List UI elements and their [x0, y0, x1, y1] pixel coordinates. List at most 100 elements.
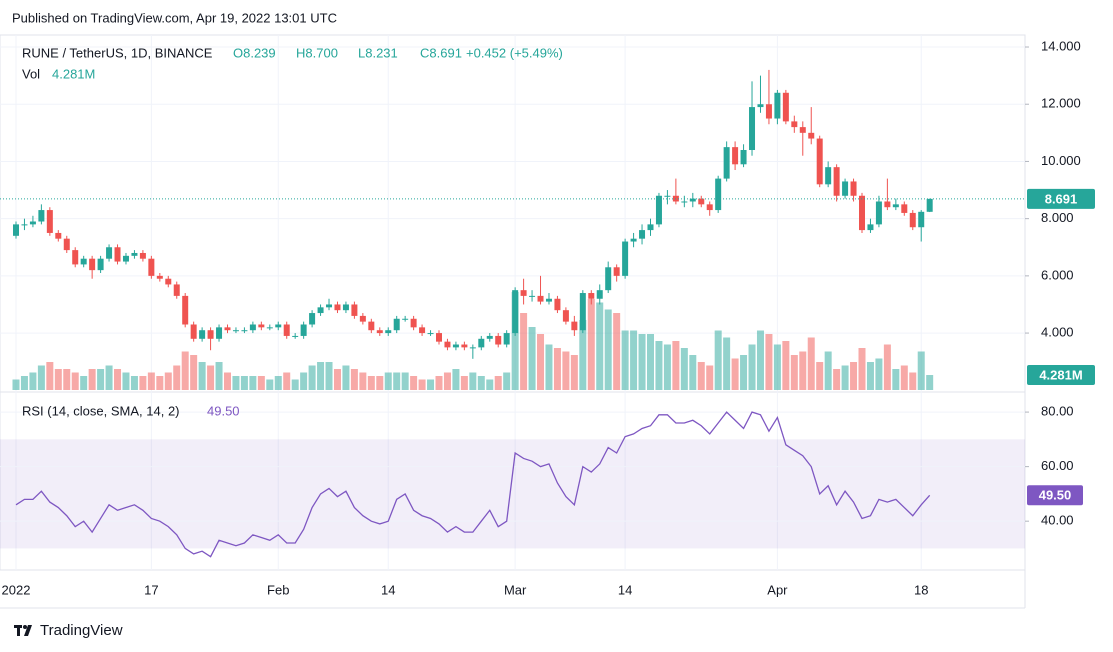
volume-bar	[883, 344, 891, 390]
candle-body	[46, 210, 53, 233]
volume-bar	[12, 379, 20, 390]
candle-body	[825, 167, 832, 185]
rsi-value: 49.50	[207, 403, 240, 418]
candle-body	[89, 258, 96, 271]
y-tick-label: 6.000	[1041, 267, 1074, 282]
candle-body	[190, 324, 197, 339]
x-tick-label: 17	[144, 582, 158, 597]
y-tick-label: 10.000	[1041, 153, 1081, 168]
candle-body	[884, 201, 891, 208]
candle-body	[596, 290, 603, 299]
volume-bar	[240, 376, 248, 390]
brand: TradingView	[40, 622, 123, 639]
candle-body	[80, 258, 87, 265]
volume-bar	[71, 372, 79, 390]
logo-part	[23, 625, 27, 629]
candle-body	[292, 335, 299, 337]
volume-bar	[410, 376, 418, 390]
volume-bar	[37, 365, 45, 390]
volume-bar	[350, 369, 358, 390]
candle-body	[833, 167, 840, 196]
volume-bar	[198, 362, 206, 390]
candle-body	[782, 92, 789, 122]
candle-body	[664, 195, 671, 197]
volume-bar	[689, 355, 697, 390]
candle-body	[478, 338, 485, 348]
candle-body	[232, 330, 239, 332]
volume-bar	[562, 351, 570, 390]
ohlc-value: O8.239	[233, 45, 276, 60]
y-tick-label: 14.000	[1041, 38, 1081, 53]
volume-bar	[173, 365, 181, 390]
candle-body	[655, 195, 662, 225]
x-tick-label: Feb	[267, 582, 289, 597]
candle-body	[224, 327, 231, 331]
candle-body	[359, 315, 366, 322]
volume-bar	[249, 376, 257, 390]
candle-body	[630, 238, 637, 242]
candle-body	[715, 178, 722, 211]
volume-bar	[790, 355, 798, 390]
volume-bar	[841, 365, 849, 390]
candle-body	[309, 313, 316, 325]
volume-bar	[723, 337, 731, 390]
volume-bar	[799, 351, 807, 390]
candle-body	[173, 284, 180, 296]
volume-bar	[909, 372, 917, 390]
volume-bar	[494, 376, 502, 390]
candle-body	[182, 295, 189, 325]
candle-body	[613, 267, 620, 276]
candle-body	[537, 295, 544, 302]
volume-bar	[215, 362, 223, 390]
candle-body	[393, 318, 400, 331]
candle-body	[97, 258, 104, 271]
y-tick-label: 40.00	[1041, 513, 1074, 528]
candle-body	[275, 324, 282, 328]
volume-bar	[621, 330, 629, 390]
volume-bar	[756, 330, 764, 390]
candle-body	[918, 211, 925, 228]
candle-body	[266, 327, 273, 329]
candle-body	[106, 247, 113, 259]
volume-bar	[147, 372, 155, 390]
volume-bar	[308, 365, 316, 390]
candle-body	[554, 298, 561, 311]
candle-body	[740, 149, 747, 165]
candle-body	[427, 333, 434, 335]
volume-tag	[1027, 365, 1095, 386]
candle-body	[859, 195, 865, 231]
x-tick-label: 18	[914, 582, 928, 597]
volume-bar	[427, 379, 435, 390]
x-tick-label: Mar	[504, 582, 527, 597]
volume-bar	[613, 313, 621, 390]
volume-bar	[630, 330, 638, 390]
candle-body	[72, 250, 79, 265]
tv-logo	[14, 625, 32, 636]
candle-body	[156, 275, 163, 279]
volume-bar	[443, 372, 451, 390]
candle-body	[419, 327, 426, 334]
candle-body	[131, 252, 138, 256]
volume-bar	[545, 344, 553, 390]
candle-body	[241, 330, 248, 332]
volume-bar	[156, 376, 164, 390]
volume-bar	[342, 365, 350, 390]
volume-bar	[782, 341, 790, 390]
candle-body	[757, 104, 764, 108]
ohlc-value: L8.231	[358, 45, 398, 60]
candle-body	[791, 121, 798, 128]
candle-body	[520, 290, 527, 296]
candle-body	[469, 347, 476, 349]
volume-bar	[139, 376, 147, 390]
volume-bar	[655, 341, 663, 390]
volume-bar	[333, 369, 341, 390]
volume-title: Vol	[22, 66, 40, 81]
candle-body	[452, 344, 459, 348]
volume-bar	[190, 355, 198, 390]
candle-body	[326, 304, 333, 308]
volume-bar	[850, 362, 858, 390]
volume-bar	[130, 376, 138, 390]
volume-bar	[376, 376, 384, 390]
volume-bar	[435, 376, 443, 390]
candle-body	[892, 204, 899, 208]
